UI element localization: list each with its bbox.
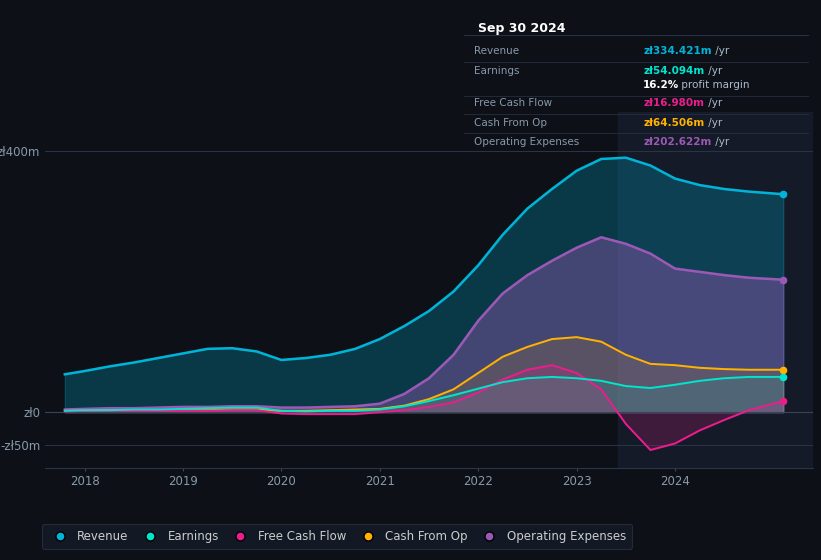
Text: Operating Expenses: Operating Expenses (475, 137, 580, 147)
Text: /yr: /yr (705, 98, 722, 108)
Text: Revenue: Revenue (475, 46, 520, 56)
Text: 16.2%: 16.2% (643, 81, 680, 90)
Legend: Revenue, Earnings, Free Cash Flow, Cash From Op, Operating Expenses: Revenue, Earnings, Free Cash Flow, Cash … (42, 524, 632, 549)
Text: zł202.622m: zł202.622m (643, 137, 712, 147)
Text: zł16.980m: zł16.980m (643, 98, 704, 108)
Bar (618, 112, 813, 468)
Text: Earnings: Earnings (475, 66, 520, 76)
Text: /yr: /yr (712, 137, 729, 147)
Text: profit margin: profit margin (677, 81, 749, 90)
Text: Sep 30 2024: Sep 30 2024 (478, 22, 565, 35)
Text: Free Cash Flow: Free Cash Flow (475, 98, 553, 108)
Text: zł54.094m: zł54.094m (643, 66, 704, 76)
Text: /yr: /yr (712, 46, 729, 56)
Text: Cash From Op: Cash From Op (475, 118, 548, 128)
Text: zł334.421m: zł334.421m (643, 46, 712, 56)
Text: /yr: /yr (705, 118, 722, 128)
Text: /yr: /yr (705, 66, 722, 76)
Text: zł64.506m: zł64.506m (643, 118, 704, 128)
